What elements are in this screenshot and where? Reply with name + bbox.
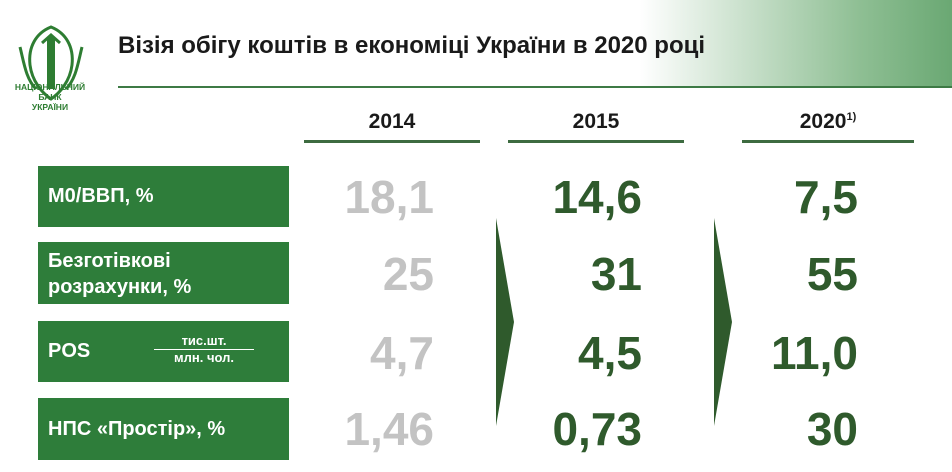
column-underline-2015 (508, 140, 684, 143)
logo-caption: НАЦІОНАЛЬНИЙ БАНК УКРАЇНИ (14, 82, 86, 112)
value-m0-2015: 14,6 (552, 171, 642, 223)
value-m0-2020: 7,5 (794, 171, 858, 223)
value-cashless-2020: 55 (806, 248, 858, 300)
header-divider (118, 86, 952, 88)
value-m0-2014: 18,1 (344, 171, 434, 223)
value-pos-2020: 11,0 (771, 327, 858, 379)
value-nps-2014: 1,46 (344, 403, 434, 455)
value-pos-2015: 4,5 (578, 327, 642, 379)
column-header-2015: 2015 (572, 110, 620, 133)
header-band (640, 0, 952, 88)
column-underline-2014 (304, 140, 480, 143)
value-pos-2014: 4,7 (370, 327, 434, 379)
column-underline-2020 (742, 140, 914, 143)
chevron-right-icon (714, 218, 732, 426)
value-cashless-2014: 25 (382, 248, 434, 300)
row-label-m0-gdp: М0/ВВП, % (38, 166, 289, 227)
row-label-pos: POS тис.шт. млн. чол. (38, 321, 289, 382)
value-cashless-2015: 31 (590, 248, 642, 300)
row-label-nps-prostir: НПС «Простір», % (38, 398, 289, 460)
pos-unit-fraction: тис.шт. млн. чол. (154, 333, 254, 366)
chevron-right-icon (496, 218, 514, 426)
nbu-logo-icon (18, 25, 84, 101)
value-nps-2020: 30 (806, 403, 858, 455)
value-nps-2015: 0,73 (552, 403, 642, 455)
column-header-2014: 2014 (368, 110, 416, 133)
column-header-2020: 20201) (799, 110, 857, 133)
page-title: Візія обігу коштів в економіці України в… (118, 32, 706, 59)
row-label-cashless: Безготівкові розрахунки, % (38, 242, 289, 304)
